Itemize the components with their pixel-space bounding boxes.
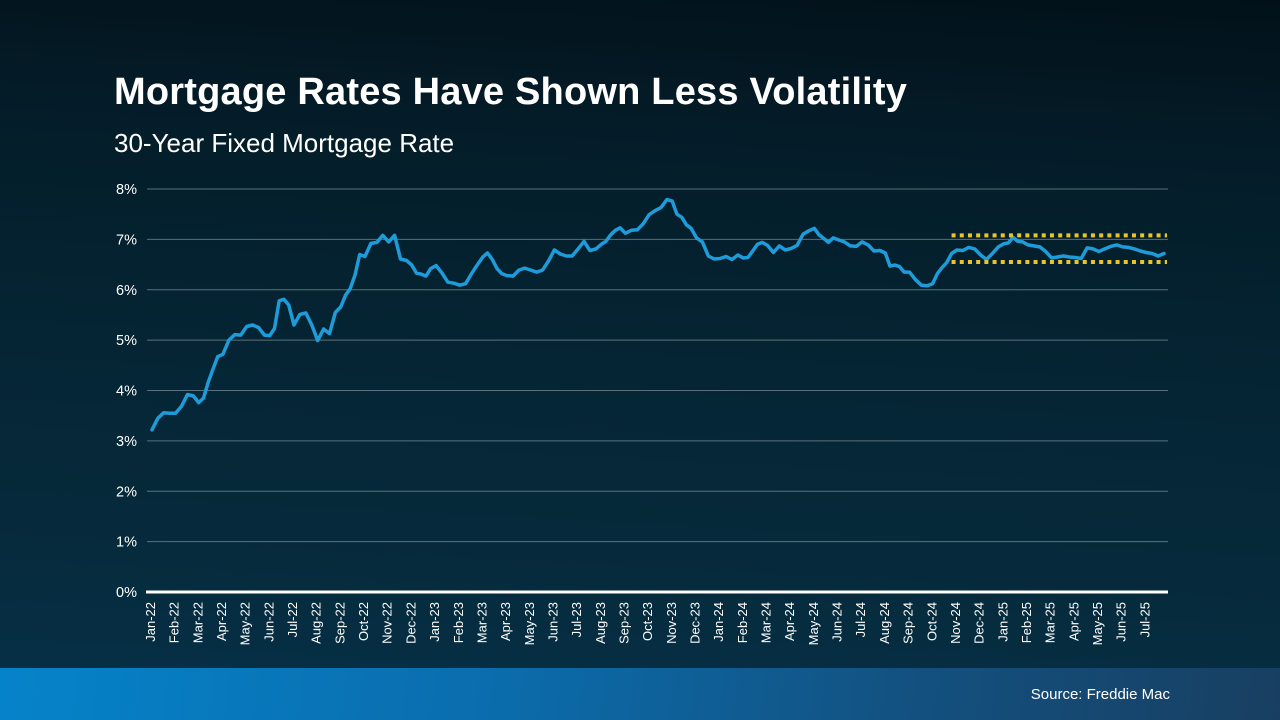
x-axis-label: Aug-24 bbox=[877, 602, 892, 644]
x-axis-label: Sep-23 bbox=[616, 602, 631, 644]
x-axis-label: Feb-25 bbox=[1019, 602, 1034, 643]
footer-bar: Source: Freddie Mac bbox=[0, 668, 1280, 720]
x-axis-label: Nov-24 bbox=[948, 602, 963, 644]
x-axis-label: Feb-22 bbox=[167, 602, 182, 643]
x-axis-label: Apr-25 bbox=[1066, 602, 1081, 641]
x-axis-label: Feb-23 bbox=[451, 602, 466, 643]
x-axis-label: Mar-22 bbox=[190, 602, 205, 643]
x-axis-label: Oct-24 bbox=[924, 602, 939, 641]
x-axis-label: Jan-24 bbox=[711, 602, 726, 642]
x-axis-label: Nov-22 bbox=[380, 602, 395, 644]
x-axis-label: Jul-22 bbox=[285, 602, 300, 637]
x-axis-label: May-25 bbox=[1090, 602, 1105, 645]
x-axis-label: Jan-23 bbox=[427, 602, 442, 642]
y-axis-label: 4% bbox=[116, 384, 137, 400]
x-axis-label: Jul-25 bbox=[1137, 602, 1152, 637]
x-axis-label: Mar-23 bbox=[474, 602, 489, 643]
x-axis-label: Mar-24 bbox=[759, 602, 774, 643]
x-axis-label: Sep-24 bbox=[901, 602, 916, 644]
x-axis-label: Apr-24 bbox=[782, 602, 797, 641]
source-attribution: Source: Freddie Mac bbox=[1030, 685, 1170, 703]
x-axis-label: Sep-22 bbox=[332, 602, 347, 644]
x-axis-label: Jul-23 bbox=[569, 602, 584, 637]
y-axis-label: 6% bbox=[116, 283, 137, 299]
y-axis-label: 3% bbox=[116, 434, 137, 450]
x-axis-label: Oct-23 bbox=[640, 602, 655, 641]
x-axis-label: Jun-22 bbox=[261, 602, 276, 642]
x-axis-label: Aug-23 bbox=[593, 602, 608, 644]
x-axis-label: Jun-24 bbox=[830, 602, 845, 642]
x-axis-label: Dec-22 bbox=[403, 602, 418, 644]
x-axis-label: Dec-23 bbox=[688, 602, 703, 644]
x-axis-label: Jun-23 bbox=[545, 602, 560, 642]
y-axis-label: 1% bbox=[116, 535, 137, 551]
x-axis-label: Jan-22 bbox=[143, 602, 158, 642]
page-subtitle: 30-Year Fixed Mortgage Rate bbox=[114, 127, 455, 158]
y-axis-label: 8% bbox=[116, 182, 137, 198]
x-axis-label: Jan-25 bbox=[995, 602, 1010, 642]
x-axis-label: Oct-22 bbox=[356, 602, 371, 641]
x-axis-label: Mar-25 bbox=[1043, 602, 1058, 643]
y-axis-label: 5% bbox=[116, 333, 137, 349]
x-axis-label: May-22 bbox=[238, 602, 253, 645]
rate-line bbox=[150, 197, 1166, 432]
x-axis-label: Jul-24 bbox=[853, 602, 868, 637]
x-axis-label: May-23 bbox=[522, 602, 537, 645]
x-axis-label: Feb-24 bbox=[735, 602, 750, 643]
x-axis-label: May-24 bbox=[806, 602, 821, 645]
x-axis-label: Apr-22 bbox=[214, 602, 229, 641]
x-axis-label: Nov-23 bbox=[664, 602, 679, 644]
y-axis-label: 2% bbox=[116, 484, 137, 500]
x-axis-label: Apr-23 bbox=[498, 602, 513, 641]
y-axis-label: 7% bbox=[116, 232, 137, 248]
x-axis-label: Jun-25 bbox=[1114, 602, 1129, 642]
x-axis-label: Dec-24 bbox=[972, 602, 987, 644]
page-title: Mortgage Rates Have Shown Less Volatilit… bbox=[114, 71, 908, 114]
mortgage-rate-line-chart: 0% 1% 2% 3% 4% 5% 6% 7% 8% Jan-22 Feb-22 Mar-22 Apr-… bbox=[116, 182, 1168, 645]
x-axis-label: Aug-22 bbox=[309, 602, 324, 644]
y-axis-label: 0% bbox=[116, 585, 137, 601]
